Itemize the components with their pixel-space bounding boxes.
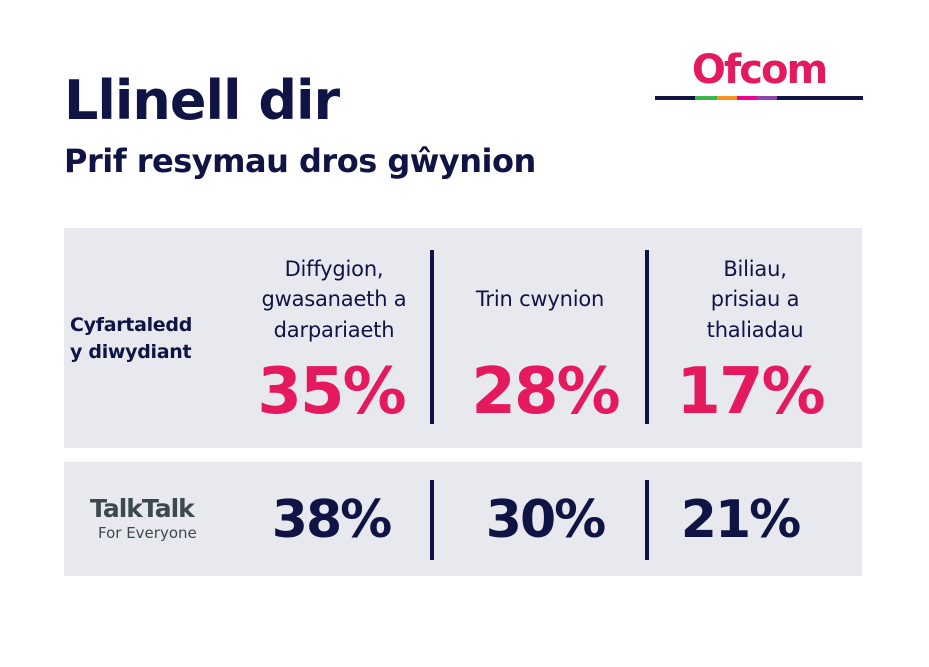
ofcom-logo: Ofcom [655, 50, 863, 102]
talktalk-panel [64, 462, 862, 576]
ofcom-logo-text: Ofcom [691, 47, 828, 93]
page-title: Llinell dir [64, 69, 340, 132]
talktalk-tagline: For Everyone [98, 524, 197, 542]
billing-head-line2: prisiau a [710, 287, 800, 312]
logo-bar-orange [717, 96, 737, 100]
industry-complaints-pct: 28% [471, 355, 620, 429]
industry-panel [64, 228, 862, 448]
talktalk-faults-pct: 38% [271, 490, 392, 550]
industry-label-line1: Cyfartaledd [70, 314, 192, 336]
talktalk-billing-pct: 21% [680, 490, 801, 550]
column-head-complaints: Trin cwynion [440, 284, 640, 314]
logo-bar-pink [737, 96, 757, 100]
divider-bottom-2 [645, 480, 649, 560]
faults-head-line2: gwasanaeth a [261, 287, 407, 312]
logo-bar-green [695, 96, 717, 100]
billing-head-line3: thaliadau [706, 317, 804, 342]
divider-bottom-1 [430, 480, 434, 560]
talktalk-complaints-pct: 30% [485, 490, 606, 550]
industry-billing-pct: 17% [676, 355, 825, 429]
column-head-faults: Diffygion, gwasanaeth a darpariaeth [236, 254, 432, 345]
divider-top-1 [430, 250, 434, 424]
logo-bar-purple [757, 96, 777, 100]
complaints-head-line1: Trin cwynion [475, 287, 605, 311]
billing-head-line1: Biliau, [723, 257, 787, 281]
industry-label-line2: y diwydiant [70, 340, 192, 363]
divider-top-2 [645, 250, 649, 424]
page-subtitle: Prif resymau dros gŵynion [64, 142, 536, 180]
faults-head-line3: darpariaeth [273, 317, 395, 342]
industry-faults-pct: 35% [257, 355, 406, 429]
industry-average-label: Cyfartaledd y diwydiant [70, 312, 192, 365]
faults-head-line1: Diffygion, [284, 257, 384, 281]
column-head-billing: Biliau, prisiau a thaliadau [660, 254, 850, 345]
talktalk-brand: TalkTalk [90, 494, 195, 523]
